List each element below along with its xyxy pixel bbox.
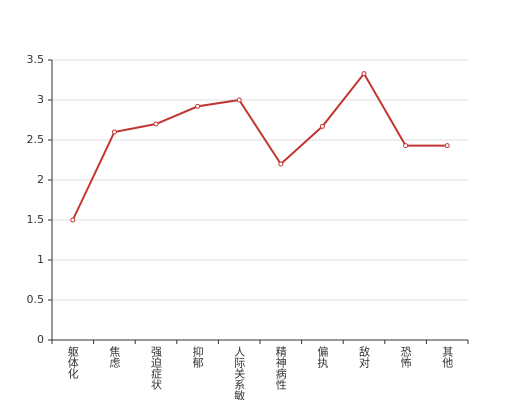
x-tick-label: 偏执 (316, 345, 329, 369)
point (195, 103, 201, 109)
x-tick-label: 抑郁 (191, 345, 204, 368)
point (70, 217, 76, 223)
x-tick-label: 敌对 (358, 345, 371, 368)
point (403, 143, 409, 149)
x-tick-label: 精神病性 (274, 346, 287, 391)
x-tick-label: 其他 (441, 346, 454, 368)
x-tick-label: 躯体化 (66, 346, 79, 380)
y-tick-label: 0 (37, 333, 44, 346)
x-tick-label: 人际关系敏感 (233, 346, 246, 400)
y-tick-label: 1 (37, 253, 44, 266)
point (153, 121, 159, 127)
point (236, 97, 242, 103)
x-tick-label: 强迫症状 (150, 346, 163, 390)
point (361, 71, 367, 77)
y-tick-label: 1.5 (27, 213, 45, 226)
point (111, 129, 117, 135)
y-tick-label: 3.5 (27, 53, 45, 66)
point (319, 123, 325, 129)
y-tick-label: 2 (37, 173, 44, 186)
x-tick-label: 焦虑 (108, 346, 121, 368)
point (444, 143, 450, 149)
line (71, 71, 448, 221)
y-tick-label: 0.5 (27, 293, 45, 306)
y-tick-label: 2.5 (27, 133, 45, 146)
x-tick-label: 恐怖 (399, 346, 412, 368)
point (278, 161, 284, 167)
y-tick-label: 3 (37, 93, 44, 106)
